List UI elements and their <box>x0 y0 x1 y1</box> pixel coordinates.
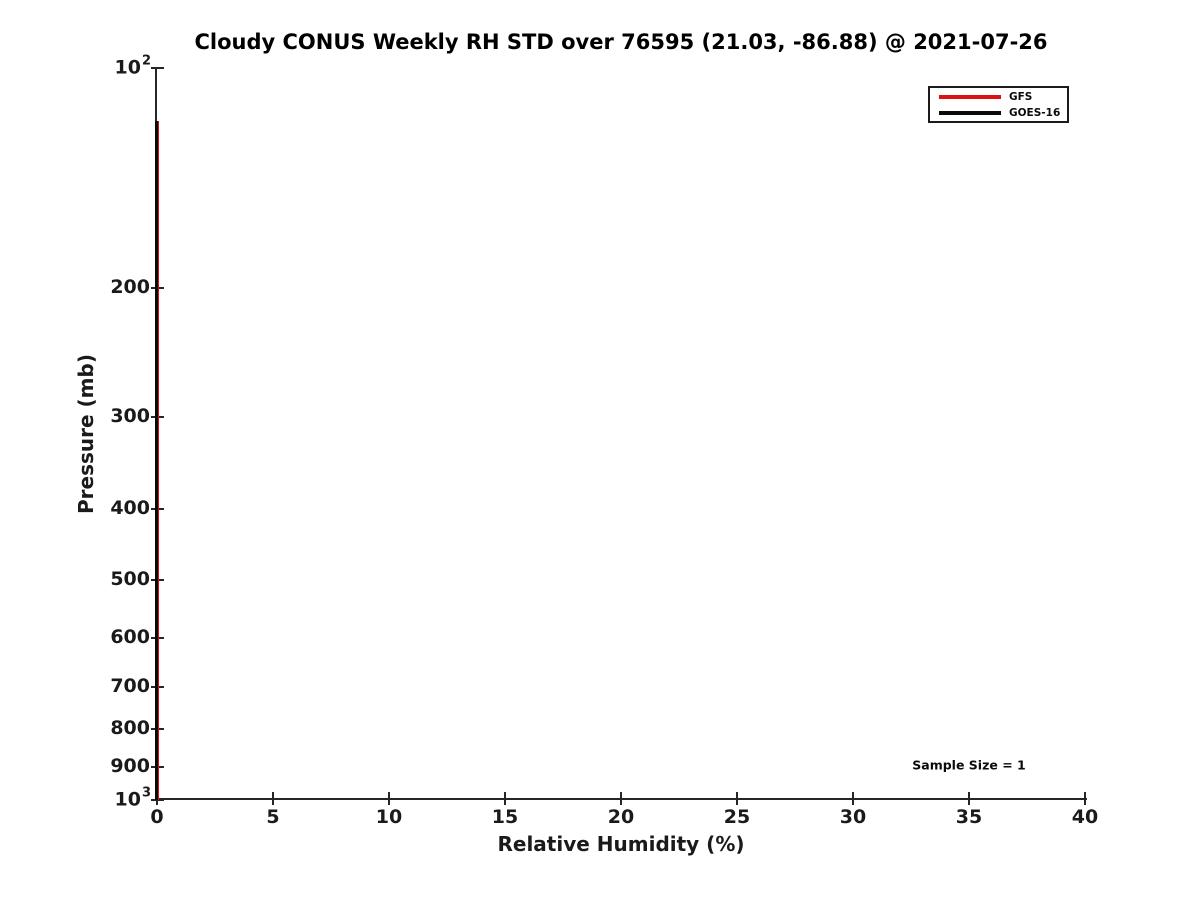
y-tick-label: 103 <box>114 785 152 811</box>
legend-label: GOES-16 <box>1009 106 1061 119</box>
legend-label: GFS <box>1009 90 1033 103</box>
x-tick-label: 40 <box>1071 806 1099 828</box>
x-tick-label: 20 <box>607 806 635 828</box>
y-tick-label: 900 <box>110 754 150 777</box>
y-tick-label: 500 <box>110 567 150 590</box>
legend-entry: GFS <box>939 91 1063 103</box>
x-tick-mark <box>736 792 738 805</box>
x-tick-mark <box>504 792 506 805</box>
x-tick-mark <box>968 792 970 805</box>
legend-entry: GOES-16 <box>939 107 1063 119</box>
x-tick-label: 30 <box>839 806 867 828</box>
x-tick-mark <box>272 792 274 805</box>
x-axis-label: Relative Humidity (%) <box>497 832 745 856</box>
x-tick-label: 25 <box>723 806 751 828</box>
x-tick-label: 35 <box>955 806 983 828</box>
x-tick-label: 0 <box>150 806 164 828</box>
x-tick-mark <box>388 792 390 805</box>
sample-size-annotation: Sample Size = 1 <box>912 757 1026 773</box>
x-tick-label: 15 <box>491 806 519 828</box>
legend-line-swatch <box>939 94 1001 99</box>
y-axis-label: Pressure (mb) <box>74 354 98 514</box>
legend: GFS GOES-16 <box>928 86 1069 123</box>
y-tick-label: 800 <box>110 717 150 740</box>
chart-title: Cloudy CONUS Weekly RH STD over 76595 (2… <box>194 30 1048 54</box>
legend-line-swatch <box>939 110 1001 115</box>
x-tick-label: 5 <box>266 806 280 828</box>
x-tick-mark <box>620 792 622 805</box>
x-tick-mark <box>852 792 854 805</box>
y-tick-label: 700 <box>110 674 150 697</box>
y-tick-label: 200 <box>110 276 150 299</box>
x-tick-label: 10 <box>375 806 403 828</box>
y-tick-label: 300 <box>110 405 150 428</box>
series-line-goes-16 <box>155 120 158 800</box>
y-tick-label: 600 <box>110 625 150 648</box>
x-tick-mark <box>1084 792 1086 805</box>
y-tick-label: 102 <box>114 53 152 79</box>
y-tick-mark <box>151 67 164 69</box>
y-tick-label: 400 <box>110 496 150 519</box>
